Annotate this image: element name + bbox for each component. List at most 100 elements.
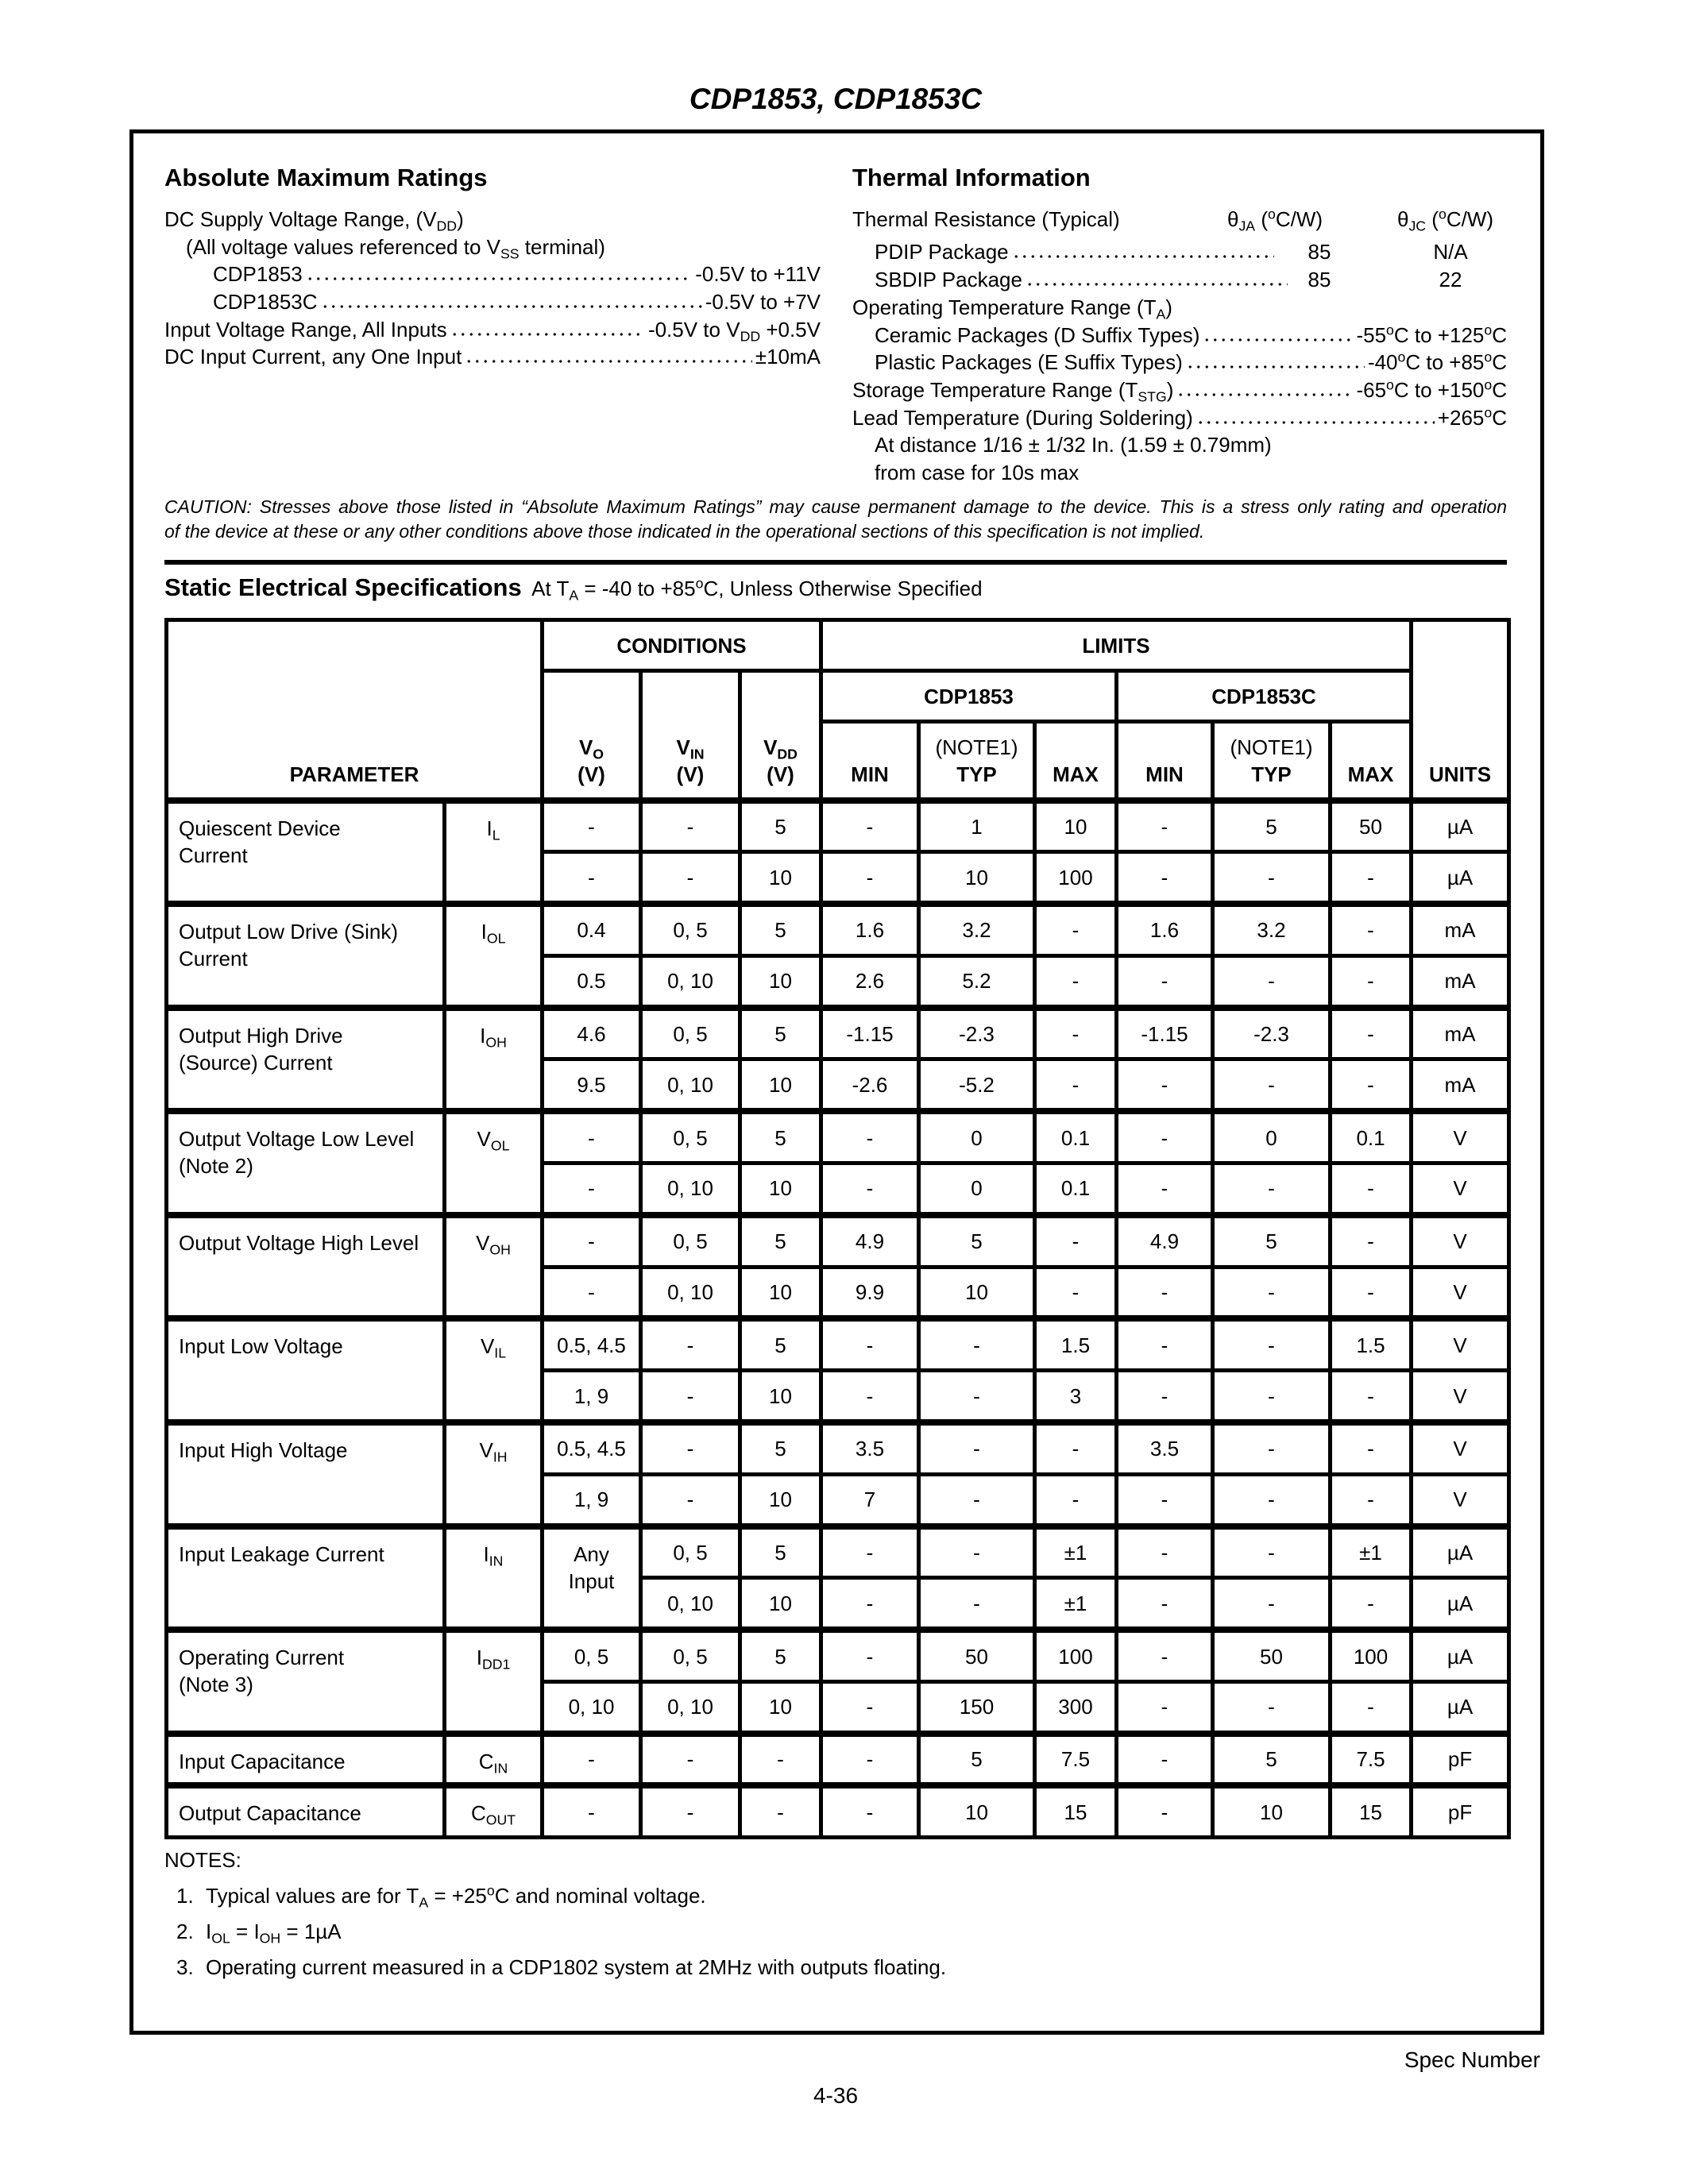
header-note1-b: (NOTE1) [1230, 735, 1313, 759]
cell-vin: - [639, 797, 742, 855]
cell-units: V [1409, 1368, 1512, 1425]
theta-ja-value: 85 [1308, 240, 1331, 264]
abs-max-heading: Absolute Maximum Ratings [164, 164, 488, 191]
cell-vdd: 5 [738, 901, 823, 958]
cell-typ-a: -5.2 [917, 1057, 1037, 1113]
cell-vdd: 5 [738, 797, 823, 855]
header-typ-b: (NOTE1) TYP [1211, 720, 1332, 804]
cell-max-b: - [1327, 1161, 1414, 1217]
parameter-name: Output Voltage Low Level [179, 1127, 415, 1152]
cell-max-b: - [1327, 1057, 1414, 1113]
parameter-cell: Operating Current (Note 3) [164, 1626, 446, 1736]
caution-line-1: CAUTION: Stresses above those listed in … [164, 496, 1507, 517]
document-title: CDP1853, CDP1853C [689, 83, 983, 115]
cell-units: µA [1409, 1626, 1512, 1684]
cell-max-b: - [1327, 1472, 1414, 1529]
spec-line: DC Input Current, any One Input ±10mA [164, 343, 821, 371]
cell-max-a: 10 [1033, 797, 1118, 855]
header-vo-label: VO [578, 735, 605, 762]
cell-min-a: - [819, 797, 921, 855]
table-row: - -10-10 100- - - µA [167, 850, 1512, 906]
cell-vdd: 5 [738, 1108, 823, 1166]
cell-vo: - [540, 850, 643, 906]
cell-typ-a: - [917, 1472, 1037, 1529]
cell-vdd: 5 [738, 1004, 823, 1062]
cell-typ-b: - [1211, 1472, 1332, 1529]
spec-line-label: Ceramic Packages (D Suffix Types) [875, 322, 1200, 347]
table-row: Output High Drive (Source) Current IOH 4.6 0… [164, 1004, 1512, 1113]
subscript: STG [1138, 388, 1167, 405]
cell-vin: 0, 5 [639, 1108, 742, 1166]
parameter-cell: Output Voltage High Level [164, 1211, 446, 1321]
cell-typ-b: 5 [1211, 1211, 1332, 1269]
cell-typ-b: 5 [1211, 797, 1332, 855]
cell-max-a: 7.5 [1033, 1730, 1118, 1788]
cell-max-a: ±1 [1033, 1576, 1118, 1632]
cell-vin: - [639, 1472, 742, 1529]
cell-min-a: 2.6 [819, 953, 921, 1010]
cell-min-b: - [1114, 1315, 1215, 1373]
spec-line-value: -40oC to +85oC [1367, 349, 1507, 375]
spec-line-label: from case for 10s max [875, 461, 1080, 485]
cell-vin: - [639, 1368, 742, 1425]
header-vdd: VDD (V) [738, 669, 823, 802]
parameter-cell: Output Low Drive (Sink) Current [164, 901, 446, 1010]
cell-max-a: 300 [1033, 1680, 1118, 1736]
symbol-cell: CIN [442, 1730, 544, 1788]
cell-vin: 0, 10 [639, 1576, 742, 1632]
cell-max-b: 0.1 [1327, 1108, 1414, 1166]
cell-typ-b: - [1211, 1315, 1332, 1373]
subscript: IN [493, 1760, 508, 1777]
theta-ja-header: θJA (oC/W) [1227, 206, 1323, 234]
cell-typ-a: - [917, 1576, 1037, 1632]
note-text: IOL = IOH = 1µA [206, 1920, 342, 1947]
header-min-b: MIN [1114, 720, 1215, 804]
subscript: OL [490, 1137, 510, 1154]
cell-typ-b: 10 [1211, 1782, 1332, 1839]
cell-max-b: - [1327, 953, 1414, 1010]
table-row: -0, 10 10 9.9 10- - - - V [167, 1264, 1512, 1321]
subscript: A [569, 587, 579, 604]
cell-units: mA [1409, 901, 1512, 958]
cell-units: µA [1409, 1522, 1512, 1580]
abs-max-list: DC Supply Voltage Range, (VDD) (All volta… [164, 206, 821, 371]
cell-typ-b: - [1211, 1680, 1332, 1736]
subscript: O [593, 745, 605, 762]
cell-min-b: -1.15 [1114, 1004, 1215, 1062]
cell-vin: 0, 10 [639, 1680, 742, 1736]
cell-min-b: 3.5 [1114, 1419, 1215, 1476]
spec-line-label: Input Voltage Range, All Inputs [164, 317, 447, 341]
theta-jc-header: θJC (oC/W) [1397, 206, 1494, 234]
cell-vo: Any Input [540, 1522, 643, 1632]
spec-line-label: CDP1853 [213, 262, 303, 287]
spec-line-value: -0.5V to +7V [705, 290, 821, 314]
cell-vo: 0, 5 [540, 1626, 643, 1684]
cell-max-b: 100 [1327, 1626, 1414, 1684]
thermal-list: Operating Temperature Range (TA) Ceramic … [852, 294, 1507, 487]
note-number: 3. [176, 1955, 194, 1979]
theta-jc-value: 22 [1439, 267, 1462, 291]
cell-vdd: 5 [738, 1211, 823, 1269]
cell-typ-a: 10 [917, 850, 1037, 906]
cell-units: µA [1409, 1576, 1512, 1632]
subscript: DD [777, 745, 798, 762]
note-number: 2. [176, 1920, 194, 1943]
cell-vin: 0, 5 [639, 1211, 742, 1269]
superscript: o [695, 575, 704, 592]
cell-vdd: 5 [738, 1626, 823, 1684]
cell-min-b: - [1114, 1522, 1215, 1580]
leader-dots [465, 359, 752, 365]
cell-min-a: 3.5 [819, 1419, 921, 1476]
cell-max-a: - [1033, 901, 1118, 958]
parameter-name: Input Low Voltage [179, 1334, 343, 1359]
cell-max-b: - [1327, 1004, 1414, 1062]
spec-line-label: DC Input Current, any One Input [164, 345, 462, 369]
note-text: Typical values are for TA = +25oC and no… [206, 1882, 706, 1911]
leader-dots [1203, 337, 1354, 342]
cell-typ-b: - [1211, 1057, 1332, 1113]
cell-vdd: 10 [738, 1057, 823, 1113]
subscript: SS [500, 245, 520, 261]
cell-typ-b: 5 [1211, 1730, 1332, 1788]
table-row: Input Capacitance CIN - - - -5 7.5-5 7.5 pF [164, 1730, 1512, 1788]
static-specs-title: Static Electrical Specifications At TA =… [164, 572, 983, 604]
